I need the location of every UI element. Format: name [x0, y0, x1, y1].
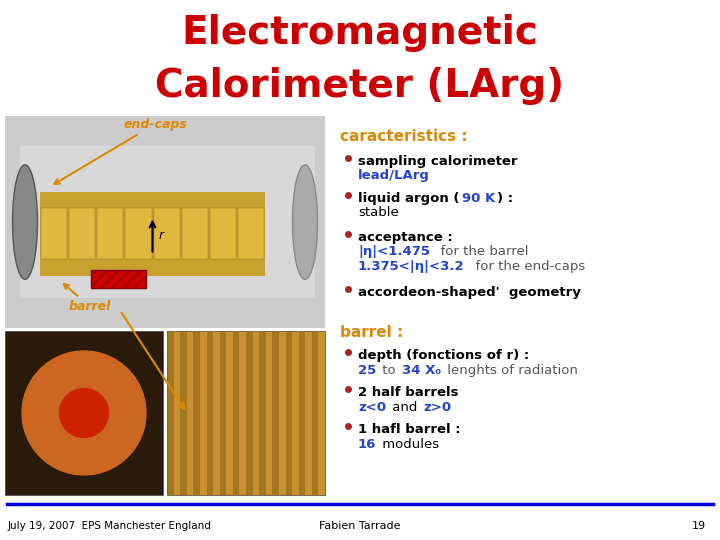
Text: Electromagnetic: Electromagnetic — [181, 14, 539, 52]
Bar — [181, 208, 208, 259]
Text: Calorimeter (LArg): Calorimeter (LArg) — [156, 68, 564, 105]
Bar — [91, 269, 146, 287]
Text: lenghts of radiation: lenghts of radiation — [444, 364, 578, 377]
Bar — [246, 332, 253, 495]
Text: z>0: z>0 — [424, 401, 452, 414]
Text: liquid argon (: liquid argon ( — [358, 192, 459, 205]
Ellipse shape — [12, 165, 37, 279]
Text: 1.375<|η|<3.2: 1.375<|η|<3.2 — [358, 260, 464, 273]
Text: July 19, 2007  EPS Manchester England: July 19, 2007 EPS Manchester England — [7, 521, 211, 531]
Bar — [272, 332, 279, 495]
Text: |η|<1.475: |η|<1.475 — [358, 245, 430, 258]
Text: sampling calorimeter: sampling calorimeter — [358, 154, 518, 168]
Text: Fabien Tarrade: Fabien Tarrade — [319, 521, 401, 531]
Bar — [238, 208, 264, 259]
Text: to: to — [378, 364, 400, 377]
Text: r: r — [158, 229, 163, 242]
Circle shape — [60, 388, 109, 437]
Text: lead/LArg: lead/LArg — [358, 169, 430, 182]
Text: barrel :: barrel : — [340, 325, 403, 340]
Text: modules: modules — [379, 438, 439, 451]
Text: and: and — [388, 401, 422, 414]
Bar — [69, 208, 95, 259]
Bar — [233, 332, 240, 495]
Bar — [167, 332, 174, 495]
Bar — [97, 208, 123, 259]
Bar — [194, 332, 200, 495]
Text: stable: stable — [358, 206, 399, 219]
Text: ) :: ) : — [497, 192, 518, 205]
Ellipse shape — [292, 165, 318, 279]
Text: 1 hafl barrel :: 1 hafl barrel : — [358, 423, 461, 436]
Bar — [125, 208, 151, 259]
Bar — [299, 332, 305, 495]
Bar — [92, 407, 112, 421]
Bar — [312, 332, 318, 495]
Text: for the barrel: for the barrel — [432, 245, 528, 258]
Bar — [5, 116, 325, 328]
Text: accordeon-shaped'  geometry: accordeon-shaped' geometry — [358, 286, 581, 299]
Bar — [207, 332, 213, 495]
Text: 16: 16 — [358, 438, 377, 451]
Text: 19: 19 — [691, 521, 706, 531]
Bar — [20, 146, 315, 299]
Bar — [180, 332, 186, 495]
Text: caracteristics :: caracteristics : — [340, 129, 467, 144]
Bar — [210, 208, 236, 259]
Text: acceptance :: acceptance : — [358, 231, 453, 244]
Circle shape — [22, 351, 146, 475]
Bar — [41, 208, 67, 259]
Bar — [5, 332, 163, 495]
Text: for the end-caps: for the end-caps — [467, 260, 585, 273]
Bar — [220, 332, 226, 495]
Text: 2 half barrels: 2 half barrels — [358, 386, 459, 399]
Text: barrel: barrel — [64, 284, 111, 313]
Text: 34 X₀: 34 X₀ — [402, 364, 441, 377]
Text: 25: 25 — [358, 364, 377, 377]
Text: z<0: z<0 — [358, 401, 386, 414]
Bar — [286, 332, 292, 495]
Bar — [167, 332, 325, 495]
Bar — [40, 192, 265, 275]
Bar — [259, 332, 266, 495]
Bar — [153, 208, 179, 259]
Text: end-caps: end-caps — [55, 118, 187, 184]
Text: depth (fonctions of r) :: depth (fonctions of r) : — [358, 349, 529, 362]
Text: 90 K: 90 K — [462, 192, 495, 205]
